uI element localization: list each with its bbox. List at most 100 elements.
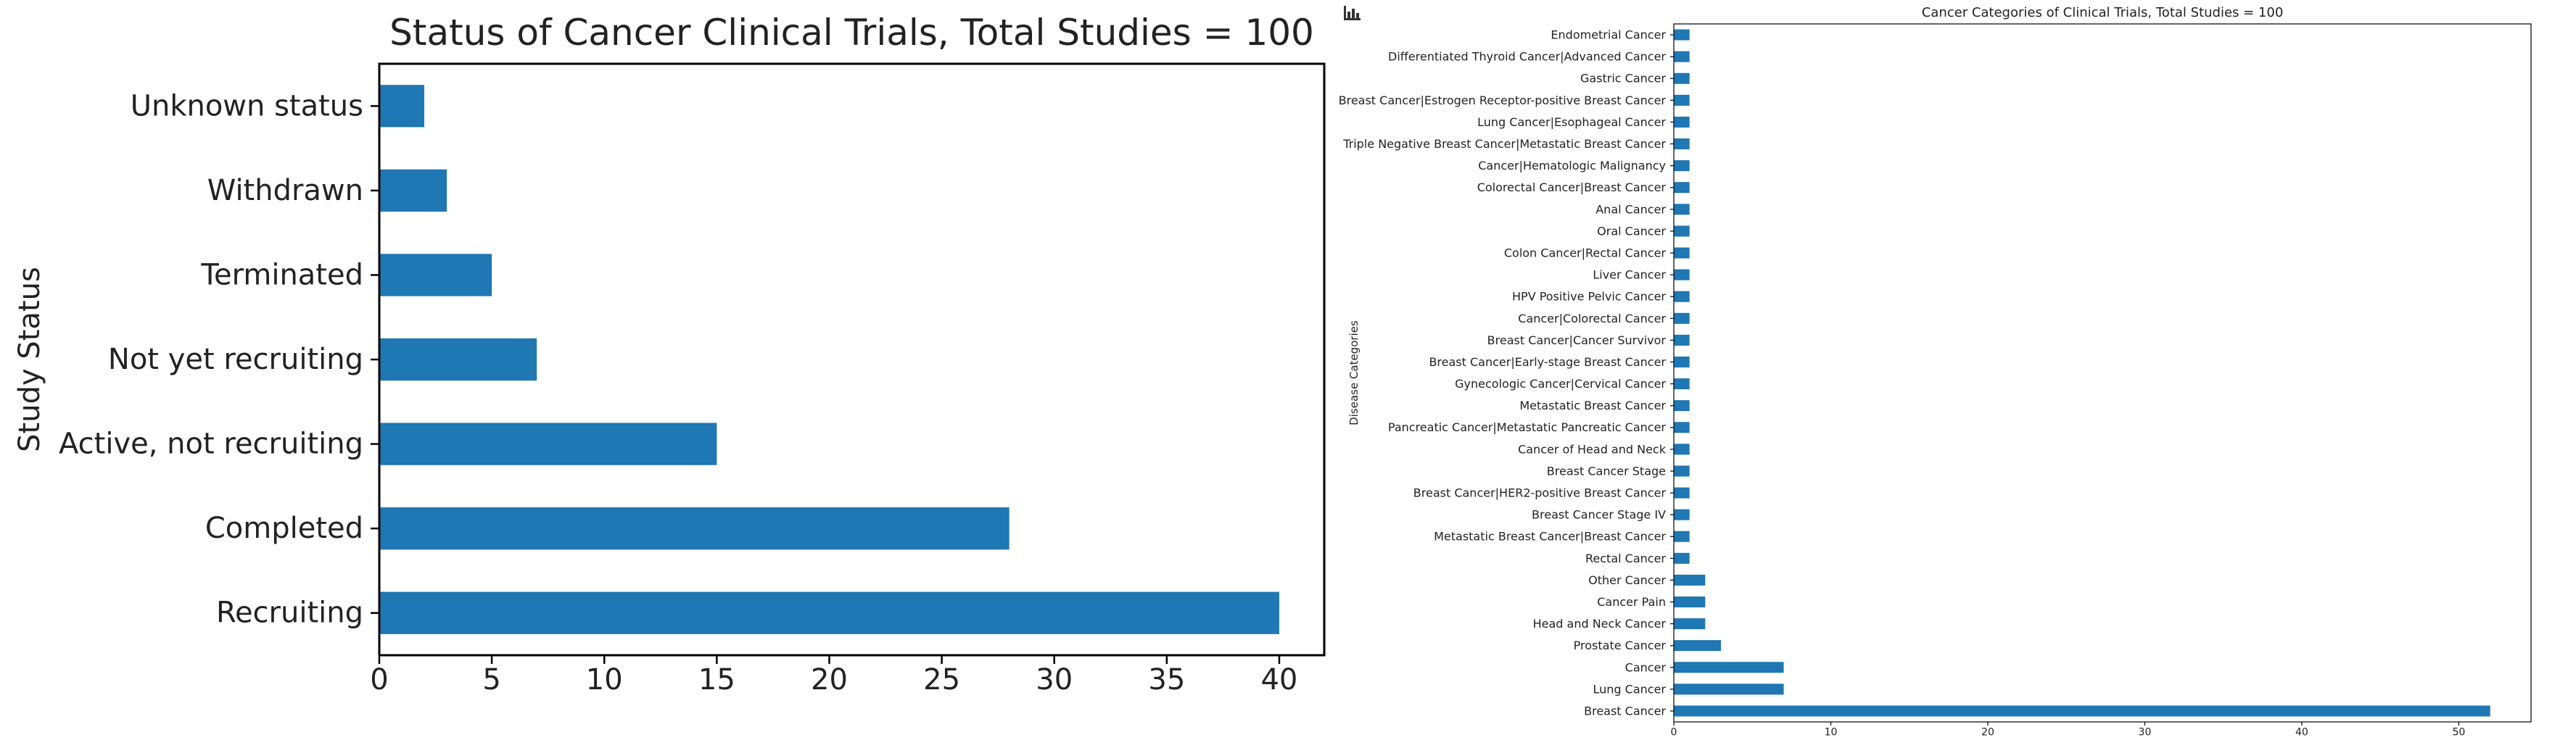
plot-frame <box>378 62 1326 657</box>
y-tick-label: Oral Cancer <box>1597 224 1666 238</box>
x-tick-label: 10 <box>1825 727 1838 739</box>
bar-3 <box>1674 640 1721 652</box>
bar-6 <box>1674 574 1706 586</box>
y-tick-label: Endometrial Cancer <box>1551 28 1666 42</box>
y-axis-label: Disease Categories <box>1347 320 1361 425</box>
bar-10 <box>1674 487 1690 499</box>
y-tick-label: Metastatic Breast Cancer|Breast Cancer <box>1434 530 1666 544</box>
y-tick-label: Colon Cancer|Rectal Cancer <box>1504 246 1667 259</box>
bar-11 <box>1674 465 1690 477</box>
y-tick-label: Terminated <box>200 258 363 291</box>
bar-7 <box>1674 552 1690 564</box>
y-tick-label: Cancer of Head and Neck <box>1518 442 1667 456</box>
bar-1 <box>1674 683 1784 695</box>
bar-21 <box>1674 247 1690 259</box>
bar-13 <box>1674 422 1690 433</box>
x-tick-label: 25 <box>923 663 960 697</box>
bar-4 <box>379 254 492 296</box>
y-tick-label: Prostate Cancer <box>1574 639 1667 652</box>
bar-12 <box>1674 444 1690 455</box>
y-tick-label: Completed <box>205 512 363 545</box>
bar-5 <box>1674 596 1706 608</box>
x-tick-label: 20 <box>811 663 848 697</box>
y-tick-label: Cancer|Colorectal Cancer <box>1518 312 1666 325</box>
bar-30 <box>1674 51 1690 62</box>
y-tick-label: Gynecologic Cancer|Cervical Cancer <box>1455 377 1666 391</box>
y-tick-label: Anal Cancer <box>1595 202 1666 216</box>
y-tick-label: Withdrawn <box>207 174 363 207</box>
x-tick-label: 40 <box>2295 727 2308 739</box>
bar-5 <box>379 169 447 212</box>
bar-4 <box>1674 618 1706 630</box>
y-tick-label: Breast Cancer Stage IV <box>1532 508 1666 522</box>
bar-chart-icon[interactable] <box>1343 4 1362 22</box>
y-tick-label: Cancer|Hematologic Malignancy <box>1478 159 1666 173</box>
x-tick-label: 10 <box>586 663 623 697</box>
bar-17 <box>1674 334 1690 346</box>
y-tick-label: Metastatic Breast Cancer <box>1519 399 1666 412</box>
x-tick-label: 5 <box>482 663 500 697</box>
y-tick-label: Unknown status <box>131 89 363 122</box>
y-tick-label: Liver Cancer <box>1593 268 1666 282</box>
bar-2 <box>1674 662 1784 673</box>
bar-31 <box>1674 29 1690 41</box>
y-tick-label: Breast Cancer|Estrogen Receptor-positive… <box>1339 94 1667 107</box>
x-tick-label: 15 <box>698 663 735 697</box>
y-tick-label: Cancer <box>1625 660 1667 674</box>
bar-28 <box>1674 94 1690 106</box>
y-tick-label: Breast Cancer|Cancer Survivor <box>1487 333 1667 347</box>
chart-title: Cancer Categories of Clinical Trials, To… <box>1922 5 2284 20</box>
y-tick-label: Gastric Cancer <box>1580 72 1666 86</box>
y-tick-label: Recruiting <box>216 597 363 630</box>
y-tick-label: Active, not recruiting <box>59 428 363 461</box>
y-tick-label: Triple Negative Breast Cancer|Metastatic… <box>1342 137 1666 151</box>
bar-16 <box>1674 356 1690 367</box>
y-tick-label: Not yet recruiting <box>108 343 363 376</box>
bar-25 <box>1674 160 1690 172</box>
y-tick-label: Other Cancer <box>1588 573 1666 587</box>
bar-6 <box>379 85 425 128</box>
bar-2 <box>379 423 717 465</box>
y-tick-label: Breast Cancer|Early-stage Breast Cancer <box>1429 355 1666 369</box>
bar-0 <box>379 591 1279 634</box>
bar-26 <box>1674 138 1690 150</box>
bar-14 <box>1674 400 1690 412</box>
plot-frame <box>1673 23 2532 723</box>
bar-0 <box>1674 705 2490 717</box>
y-tick-label: Head and Neck Cancer <box>1533 617 1667 631</box>
y-tick-label: Pancreatic Cancer|Metastatic Pancreatic … <box>1388 420 1667 434</box>
y-tick-label: Differentiated Thyroid Cancer|Advanced C… <box>1388 50 1666 64</box>
bar-15 <box>1674 378 1690 390</box>
bar-3 <box>379 338 537 381</box>
bar-20 <box>1674 269 1690 280</box>
x-tick-label: 35 <box>1148 663 1185 697</box>
x-tick-label: 0 <box>1671 727 1677 739</box>
x-tick-label: 30 <box>2139 727 2152 739</box>
chart-title: Status of Cancer Clinical Trials, Total … <box>389 12 1314 54</box>
x-tick-label: 0 <box>370 663 388 697</box>
bar-18 <box>1674 312 1690 324</box>
bar-8 <box>1674 531 1690 542</box>
bar-23 <box>1674 204 1690 215</box>
y-tick-label: Breast Cancer|HER2-positive Breast Cance… <box>1413 486 1667 500</box>
y-tick-label: Rectal Cancer <box>1585 552 1666 565</box>
bar-22 <box>1674 225 1690 237</box>
y-tick-label: Cancer Pain <box>1597 595 1666 609</box>
y-axis-label: Study Status <box>13 267 46 452</box>
x-tick-label: 50 <box>2453 727 2466 739</box>
y-tick-label: Lung Cancer|Esophageal Cancer <box>1477 115 1666 129</box>
y-tick-label: HPV Positive Pelvic Cancer <box>1512 290 1666 304</box>
bar-24 <box>1674 182 1690 194</box>
y-tick-label: Breast Cancer Stage <box>1547 464 1666 478</box>
y-tick-label: Lung Cancer <box>1593 682 1667 696</box>
categories-chart: Cancer Categories of Clinical Trials, To… <box>1339 5 2532 739</box>
y-tick-label: Breast Cancer <box>1584 704 1666 718</box>
bar-29 <box>1674 72 1690 84</box>
bar-9 <box>1674 509 1690 520</box>
bar-19 <box>1674 291 1690 302</box>
x-tick-label: 30 <box>1036 663 1073 697</box>
y-tick-label: Colorectal Cancer|Breast Cancer <box>1477 180 1667 194</box>
x-tick-label: 40 <box>1260 663 1297 697</box>
bar-27 <box>1674 116 1690 128</box>
bar-1 <box>379 507 1010 550</box>
